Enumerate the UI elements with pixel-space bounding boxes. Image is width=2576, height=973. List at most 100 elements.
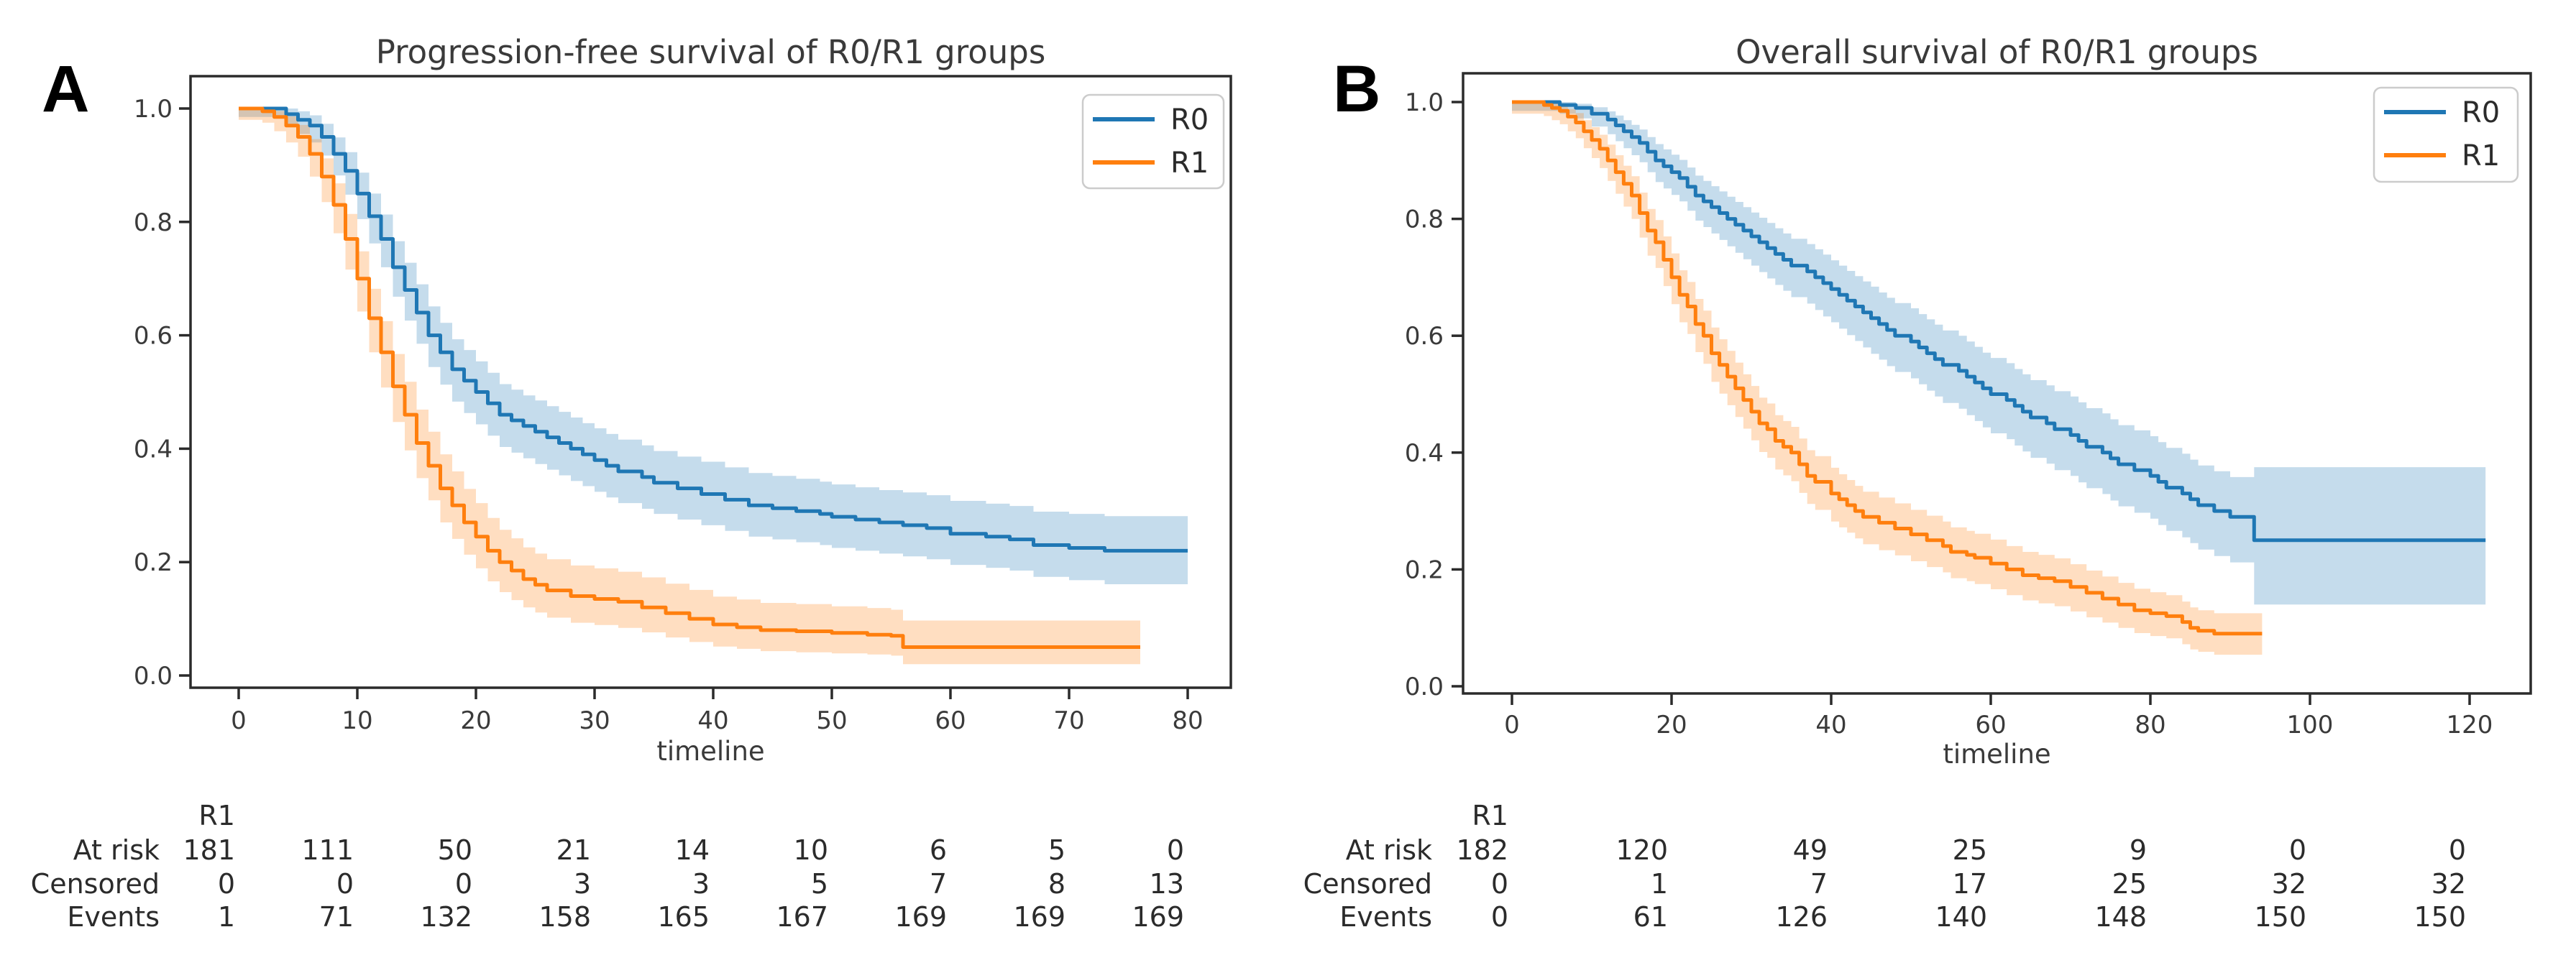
risk-table-cell: 0 <box>336 868 354 900</box>
risk-table-cell: 61 <box>1633 901 1668 933</box>
km-ci-band-R0 <box>239 109 1188 584</box>
chart-title: Overall survival of R0/R1 groups <box>1736 33 2258 71</box>
panel-a-label: A <box>42 52 90 126</box>
risk-table-cell: 150 <box>2414 901 2466 933</box>
x-tick-label: 120 <box>2447 711 2493 739</box>
risk-table-cell: 0 <box>1167 834 1184 866</box>
risk-table-row-label-events: Events <box>67 901 160 933</box>
risk-table-row-label-at-risk: At risk <box>1346 834 1432 866</box>
risk-table-cell: 0 <box>2449 834 2466 866</box>
risk-table-cell: 10 <box>794 834 828 866</box>
panel-b-label: B <box>1333 52 1381 126</box>
km-ci-band-R1 <box>1512 102 2263 655</box>
x-tick-label: 20 <box>460 706 491 735</box>
risk-table-cell: 13 <box>1150 868 1184 900</box>
y-tick-label: 0.0 <box>134 662 173 691</box>
chart-title: Progression-free survival of R0/R1 group… <box>376 33 1046 71</box>
legend-label-R1: R1 <box>1170 147 1209 180</box>
risk-table-cell: 21 <box>556 834 591 866</box>
x-tick-label: 20 <box>1656 711 1687 739</box>
y-tick-label: 0.4 <box>134 435 173 464</box>
risk-table-cell: 9 <box>2130 834 2147 866</box>
x-tick-label: 70 <box>1053 706 1084 735</box>
x-tick-label: 40 <box>697 706 728 735</box>
risk-table-cell: 71 <box>319 901 354 933</box>
risk-table-cell: 49 <box>1793 834 1828 866</box>
km-ci-band-R0 <box>1512 102 2486 605</box>
x-tick-label: 0 <box>231 706 247 735</box>
risk-table-cell: 0 <box>455 868 472 900</box>
risk-table-row-label-censored: Censored <box>31 868 160 900</box>
risk-table-cell: 158 <box>538 901 591 933</box>
x-tick-label: 30 <box>579 706 610 735</box>
risk-table-cell: 165 <box>657 901 710 933</box>
risk-table-cell: 32 <box>2272 868 2306 900</box>
risk-table-cell: 0 <box>1491 901 1508 933</box>
km-line-R0 <box>239 106 1188 553</box>
plot-spines <box>1462 72 2532 695</box>
km-line-R1 <box>1512 100 2263 636</box>
risk-table-row-label-censored: Censored <box>1303 868 1432 900</box>
risk-table-cell: 14 <box>675 834 710 866</box>
plot-spines <box>189 75 1232 689</box>
risk-table-cell: 6 <box>930 834 947 866</box>
risk-table-cell: 120 <box>1615 834 1668 866</box>
risk-table-cell: 140 <box>1935 901 1987 933</box>
x-tick-label: 80 <box>2135 711 2165 739</box>
risk-table-cell: 169 <box>894 901 947 933</box>
y-tick-label: 0.8 <box>1405 206 1444 234</box>
x-tick-label: 40 <box>1815 711 1846 739</box>
risk-table-row-label-at-risk: At risk <box>73 834 160 866</box>
legend-label-R0: R0 <box>2462 96 2500 129</box>
risk-table-cell: 5 <box>811 868 828 900</box>
x-tick-label: 100 <box>2287 711 2334 739</box>
risk-table-cell: 25 <box>1953 834 1987 866</box>
risk-table-cell: 0 <box>218 868 235 900</box>
risk-table-cell: 182 <box>1456 834 1508 866</box>
risk-table-cell: 150 <box>2254 901 2306 933</box>
risk-table-cell: 132 <box>420 901 472 933</box>
legend-label-R0: R0 <box>1170 103 1209 137</box>
risk-table-group-label: R1 <box>198 800 235 831</box>
risk-table-cell: 181 <box>183 834 235 866</box>
x-tick-label: 80 <box>1172 706 1203 735</box>
risk-table-cell: 0 <box>2289 834 2306 866</box>
risk-table-cell: 126 <box>1775 901 1828 933</box>
risk-table-cell: 50 <box>438 834 472 866</box>
y-tick-label: 0.8 <box>134 208 173 237</box>
risk-table-cell: 169 <box>1132 901 1184 933</box>
risk-table-cell: 1 <box>218 901 235 933</box>
x-axis-label: timeline <box>1943 739 2050 770</box>
y-tick-label: 0.6 <box>1405 322 1444 351</box>
risk-table-cell: 0 <box>1491 868 1508 900</box>
risk-table-cell: 3 <box>574 868 591 900</box>
risk-table-cell: 32 <box>2431 868 2466 900</box>
risk-table-cell: 1 <box>1651 868 1668 900</box>
y-tick-label: 0.2 <box>1405 555 1444 584</box>
x-axis-label: timeline <box>656 736 764 767</box>
km-ci-band-R1 <box>239 109 1140 665</box>
y-tick-label: 1.0 <box>134 95 173 124</box>
risk-table-cell: 5 <box>1048 834 1065 866</box>
risk-table-group-label: R1 <box>1472 800 1508 831</box>
risk-table-cell: 3 <box>692 868 710 900</box>
x-tick-label: 0 <box>1504 711 1520 739</box>
x-tick-label: 60 <box>1975 711 2006 739</box>
risk-table-cell: 25 <box>2112 868 2147 900</box>
km-line-R1 <box>239 106 1140 649</box>
y-tick-label: 0.2 <box>134 548 173 577</box>
y-tick-label: 0.4 <box>1405 439 1444 468</box>
y-tick-label: 1.0 <box>1405 88 1444 117</box>
km-line-R0 <box>1512 100 2486 543</box>
y-tick-label: 0.0 <box>1405 673 1444 701</box>
risk-table-cell: 167 <box>776 901 828 933</box>
risk-table-cell: 169 <box>1013 901 1065 933</box>
legend-label-R1: R1 <box>2462 139 2500 172</box>
x-tick-label: 60 <box>935 706 966 735</box>
risk-table-cell: 7 <box>1810 868 1828 900</box>
risk-table-cell: 148 <box>2094 901 2147 933</box>
x-tick-label: 50 <box>816 706 847 735</box>
risk-table-cell: 7 <box>930 868 947 900</box>
